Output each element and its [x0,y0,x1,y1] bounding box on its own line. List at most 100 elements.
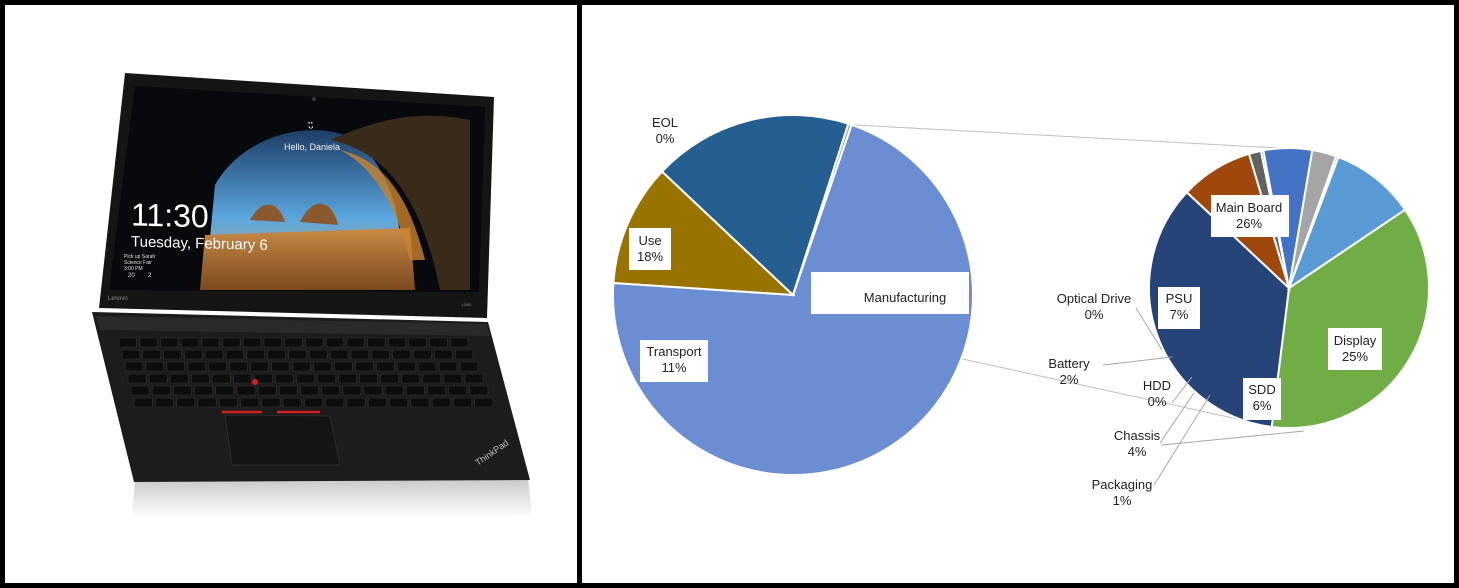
status-count-a: 20 [128,273,135,279]
keyboard-key [197,397,217,408]
keyboard-key [304,397,323,408]
keyboard-key [205,349,224,360]
keyboard-key [408,337,427,348]
keyboard-key [342,385,362,396]
pie-of-pie-chart: ManufacturingTransport11%Use18%EOL0%Main… [611,114,1430,508]
keyboard-key [459,361,479,372]
slice-display [1148,190,1291,429]
keyboard-key [160,337,179,348]
keyboard-key [194,385,214,396]
label-hdd-line-1: HDD [1143,378,1171,393]
keyboard-key [448,385,468,396]
keyboard-key [169,373,189,384]
leader-hdd [1171,376,1193,404]
keyboard-key [190,373,210,384]
keyboard-key [329,349,349,360]
label-chassis-line-2: 4% [1128,444,1147,459]
label-main-board-line-1: Main Board [1216,200,1282,215]
keyboard-key [392,349,411,360]
keyboard-key [410,397,430,408]
keyboard-key [464,373,484,384]
label-packaging-line-2: 1% [1113,493,1132,508]
keyboard-key [257,385,277,396]
keyboard-key [355,361,374,372]
keyboard-key [211,373,231,384]
label-use-box [629,228,671,270]
label-sdd-line-1: SDD [1248,382,1275,397]
keyboard-key [405,385,425,396]
keyboard-key [267,349,286,360]
keyboard-key [453,397,472,408]
keyboard-key [215,385,235,396]
keyboard-key [429,337,448,348]
laptop-image: ᵕ̈ Hello, Daniela 11:30 Tuesday, Februar… [92,73,532,518]
keyboard-key [225,349,245,360]
keyboard-key [384,385,404,396]
keyboard-key [338,373,358,384]
data-labels: ManufacturingTransport11%Use18%EOL0%Main… [629,115,1382,508]
keyboard-key [282,397,302,408]
keyboard-key [166,361,186,372]
keyboard-key [469,385,489,396]
keyboard-key [133,397,153,408]
keyboard-key [443,373,463,384]
keyboard-key [438,361,458,372]
keyboard-key [250,361,269,372]
keyboard [118,337,494,408]
keyboard-key [284,337,303,348]
keyboard-key [346,397,366,408]
keyboard-key [184,349,203,360]
label-eol-line-1: EOL [652,115,678,130]
label-main-board-line-2: 26% [1236,216,1262,231]
keyboard-key [242,337,262,348]
keyboard-key [288,349,307,360]
keyboard-key [271,361,290,372]
keyboard-key [139,337,158,348]
keyboard-key [121,349,141,360]
slice-eol [792,122,853,296]
keyboard-key [275,373,294,384]
keyboard-key [180,337,200,348]
keyboard-key [222,337,241,348]
clock-time: 11:30 [131,196,209,234]
keyboard-key [173,385,192,396]
keyboard-key [124,361,144,372]
keyboard-key [229,361,248,372]
keyboard-key [375,361,395,372]
label-optical-drive-line-2: 0% [1085,307,1104,322]
label-transport-line-1: Transport [646,344,702,359]
label-psu-line-1: PSU [1166,291,1193,306]
label-main-board-box [1211,195,1289,237]
panel-divider [577,0,582,588]
keyboard-key [296,373,315,384]
keyboard-key [145,361,165,372]
keyboard-key [300,385,319,396]
leader-chassis-2 [1159,392,1195,444]
keyboard-key [163,349,182,360]
keyboard-key [254,373,273,384]
label-battery-line-2: 2% [1060,372,1079,387]
keyboard-key [387,337,407,348]
label-manufacturing: Manufacturing [811,272,969,314]
keyboard-key [176,397,196,408]
label-display-line-2: 25% [1342,349,1368,364]
label-eol-line-2: 0% [656,131,675,146]
keyboard-key [350,349,370,360]
keyboard-key [313,361,332,372]
touchpad [224,414,341,466]
trackpoint [252,379,258,385]
keyboard-key [371,349,390,360]
keyboard-key [246,349,265,360]
keyboard-key [127,373,147,384]
label-packaging-line-1: Packaging [1092,477,1153,492]
